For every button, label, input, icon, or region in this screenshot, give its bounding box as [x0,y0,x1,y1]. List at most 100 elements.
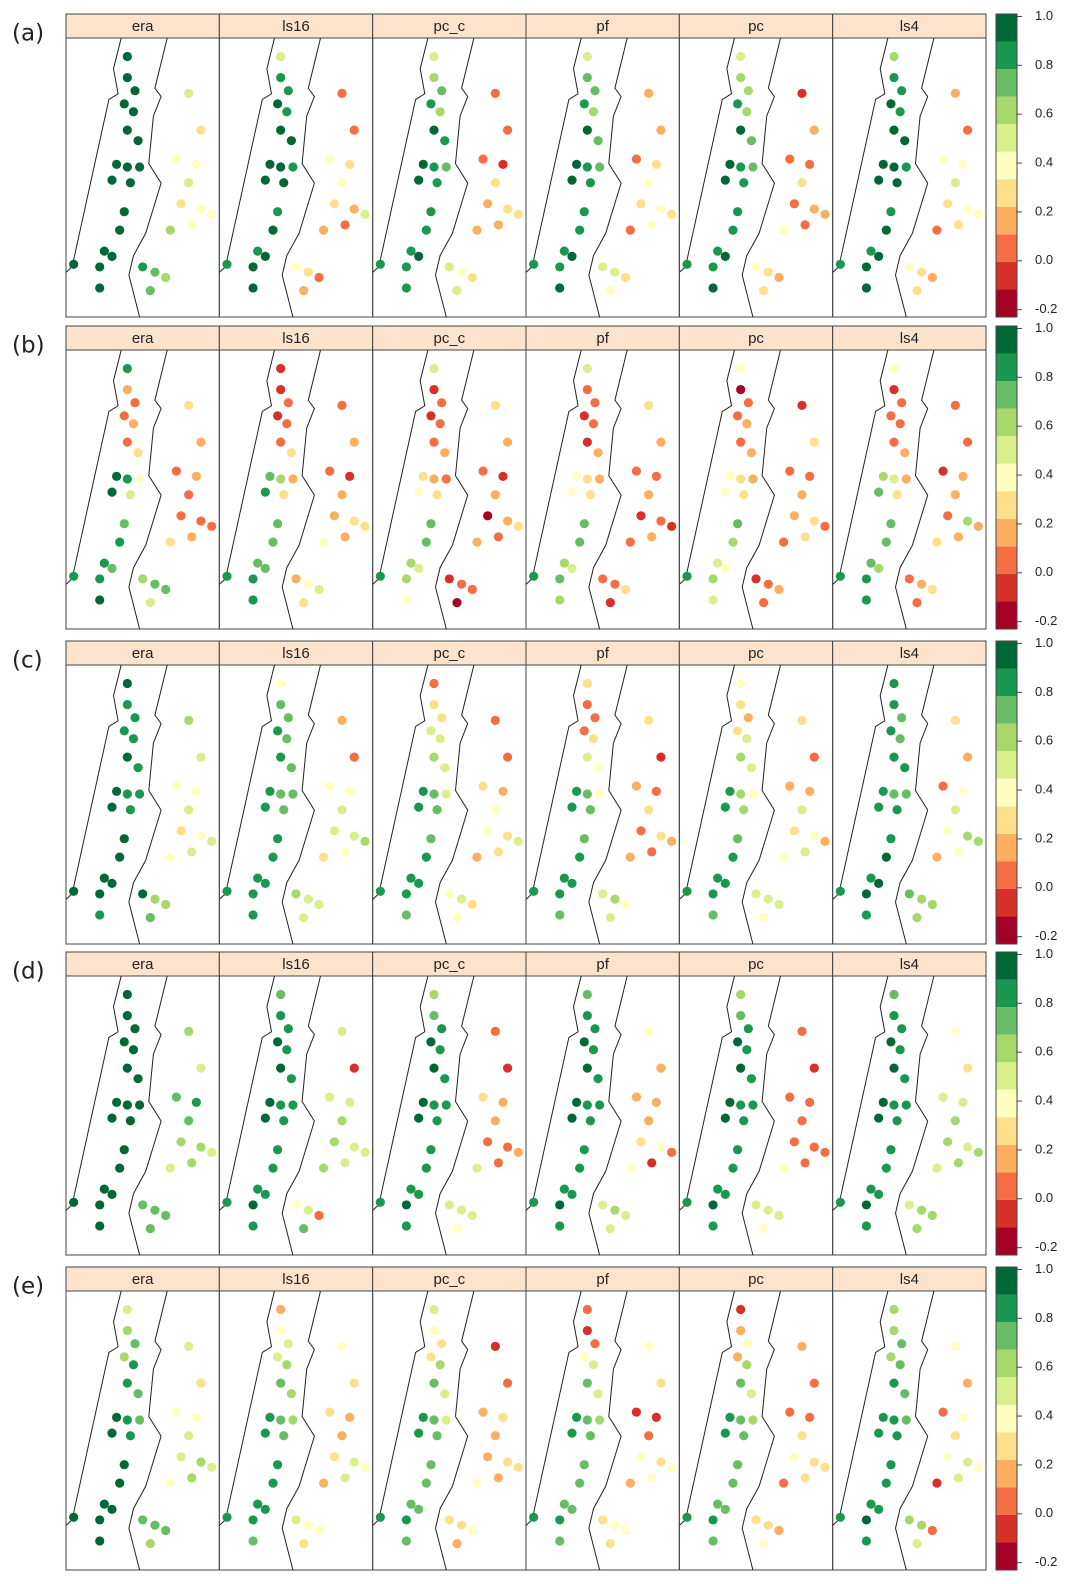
station-dot [904,1515,914,1525]
station-dot [809,1142,819,1152]
station-dot [904,1200,914,1210]
colorbar-tick-label: 0.0 [1035,879,1053,894]
station-dot [938,1092,948,1102]
station-dot [579,411,589,421]
station-dot [99,1184,109,1194]
station-dot [708,1536,718,1546]
station-dot [943,1137,953,1147]
station-dot [429,752,439,762]
station-dot [432,490,442,500]
coastline [678,1290,735,1526]
station-dot [582,1415,592,1425]
station-dot [644,805,654,815]
station-dot [932,225,942,235]
station-dot [720,563,730,574]
strip [218,325,374,351]
station-dot [107,175,117,185]
station-dot [513,836,523,846]
station-dot [943,199,953,209]
station-dot [610,579,620,589]
station-dot [866,1499,876,1509]
station-dot [805,1412,815,1422]
station-dot [567,1428,577,1438]
station-dot [636,1137,646,1147]
station-dot [559,1184,569,1194]
station-dot [912,597,922,608]
station-dot [260,487,270,497]
station-dot [418,471,428,481]
station-dot [115,1163,125,1173]
station-dot [631,154,642,164]
station-dot [161,584,171,595]
strip-title: ls4 [900,330,919,347]
station-dot [708,1515,718,1525]
coastline [678,664,735,900]
station-dot [426,1460,436,1470]
station-dot [892,805,902,815]
station-dot [273,1352,283,1362]
station-dot [746,763,757,773]
station-dot [708,1200,718,1210]
station-dot [733,207,743,217]
station-dot [184,1341,194,1351]
station-dot [656,831,666,841]
station-dot [253,1499,263,1509]
station-dot [820,521,830,531]
station-dot [283,1339,293,1349]
station-dot [375,1512,385,1522]
station-dot [895,1360,905,1370]
station-dot [901,1100,911,1110]
strip-title: pc_c [433,1271,465,1288]
border-line [894,975,935,1256]
station-dot [478,1092,488,1102]
panel-frame [218,975,374,1256]
station-dot [184,1431,194,1441]
station-dot [150,267,160,277]
border-line [128,349,168,630]
border-line [128,975,168,1256]
station-dot [636,511,646,521]
station-dot [733,834,743,844]
station-dot [605,912,615,923]
colorbar-band [996,124,1017,152]
station-dot [963,1142,973,1152]
strip [65,13,220,39]
station-dot [414,1113,424,1123]
colorbar-tick-label: 1.0 [1035,635,1053,650]
station-dot [861,1515,872,1525]
panel-frame [372,664,527,945]
panel-frame [678,664,834,945]
station-dot [414,802,424,812]
station-dot [429,437,439,447]
station-dot [128,734,139,744]
station-dot [349,1378,359,1388]
station-dot [440,448,450,458]
station-dot [736,752,746,762]
station-dot [176,199,186,209]
station-dot [133,136,143,146]
station-dot [901,1415,911,1425]
station-dot [636,199,646,209]
coastline [372,37,429,273]
station-dot [644,178,654,188]
station-dot [733,1145,743,1155]
station-dot [122,125,132,135]
colorbar-band [996,546,1017,574]
station-dot [588,419,599,429]
station-dot [835,259,845,269]
station-dot [414,563,424,574]
station-dot [133,448,143,458]
station-dot [555,283,565,293]
station-dot [895,1045,905,1055]
station-dot [736,1304,746,1315]
station-dot [582,72,592,83]
station-dot [441,789,451,799]
station-dot [299,1223,309,1234]
station-dot [260,802,270,812]
station-dot [785,154,795,164]
station-dot [644,1341,654,1351]
station-dot [656,204,666,214]
colorbar-band [996,1267,1017,1295]
station-dot [585,1116,596,1126]
station-dot [128,107,139,117]
